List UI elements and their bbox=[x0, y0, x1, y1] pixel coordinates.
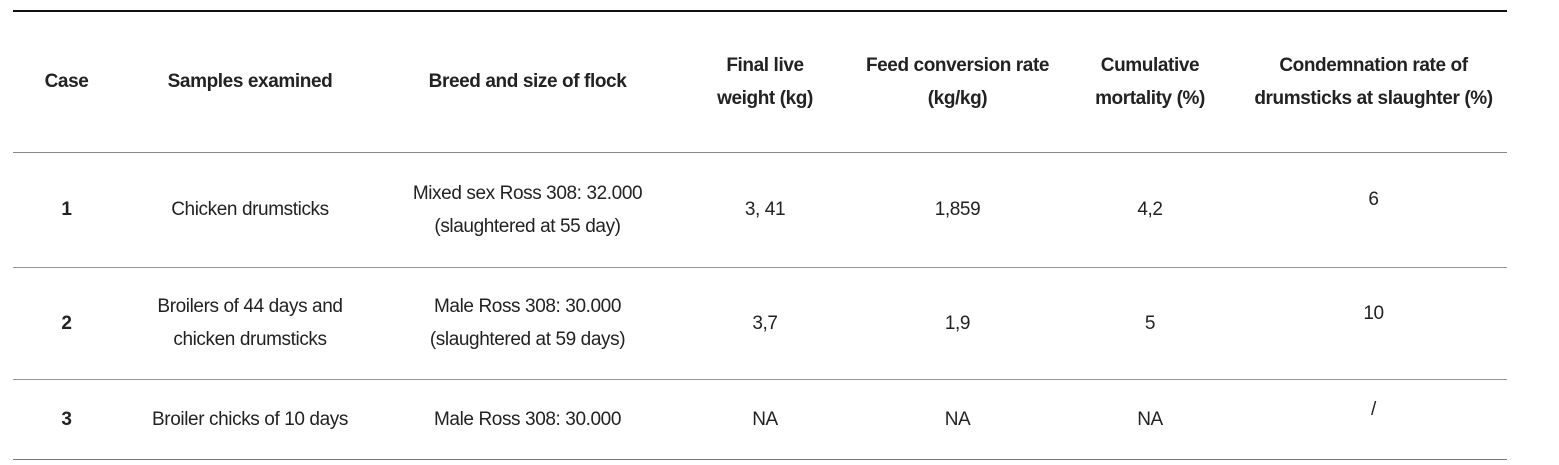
results-table: Case Samples examined Breed and size of … bbox=[13, 10, 1507, 460]
cell-breed: Mixed sex Ross 308: 32.000 (slaughtered … bbox=[412, 182, 643, 237]
cell-mortality: NA bbox=[1137, 408, 1163, 430]
header-mortality: Cumulative mortality (%) bbox=[1095, 54, 1205, 109]
cell-samples: Broilers of 44 days and chicken drumstic… bbox=[157, 296, 343, 350]
header-fcr: Feed conversion rate (kg/kg) bbox=[865, 54, 1050, 109]
table-row: 1 Chicken drumsticks Mixed sex Ross 308:… bbox=[13, 152, 1507, 267]
header-row: Case Samples examined Breed and size of … bbox=[13, 11, 1507, 152]
cell-condemnation: / bbox=[1240, 379, 1507, 459]
cell-breed: Male Ross 308: 30.000 bbox=[434, 408, 621, 430]
cell-samples: Chicken drumsticks bbox=[171, 199, 329, 220]
cell-fcr: 1,859 bbox=[934, 199, 981, 220]
header-samples: Samples examined bbox=[167, 71, 333, 93]
cell-mortality: 4,2 bbox=[1137, 199, 1163, 220]
cell-weight: 3,7 bbox=[752, 312, 778, 334]
cell-breed: Male Ross 308: 30.000 (slaughtered at 59… bbox=[429, 296, 626, 350]
header-weight: Final live weight (kg) bbox=[717, 54, 813, 109]
cell-weight: 3, 41 bbox=[744, 199, 786, 220]
cell-fcr: NA bbox=[944, 408, 971, 430]
cell-mortality: 5 bbox=[1144, 312, 1156, 334]
header-case: Case bbox=[44, 71, 89, 93]
cell-condemnation: 10 bbox=[1240, 267, 1507, 379]
table-row: 3 Broiler chicks of 10 days Male Ross 30… bbox=[13, 379, 1507, 459]
condemnation-value: 6 bbox=[1368, 189, 1379, 210]
header-condemnation: Condemnation rate of drumsticks at slaug… bbox=[1254, 54, 1493, 109]
header-breed: Breed and size of flock bbox=[428, 71, 627, 93]
condemnation-value: / bbox=[1371, 398, 1376, 420]
cell-weight: NA bbox=[752, 408, 778, 430]
cell-fcr: 1,9 bbox=[944, 312, 971, 334]
cell-samples: Broiler chicks of 10 days bbox=[152, 408, 348, 430]
cell-condemnation: 6 bbox=[1240, 152, 1507, 267]
cell-case: 3 bbox=[61, 408, 72, 430]
table-row: 2 Broilers of 44 days and chicken drumst… bbox=[13, 267, 1507, 379]
cell-case: 2 bbox=[61, 312, 72, 334]
cell-case: 1 bbox=[61, 199, 72, 220]
condemnation-value: 10 bbox=[1363, 302, 1384, 324]
